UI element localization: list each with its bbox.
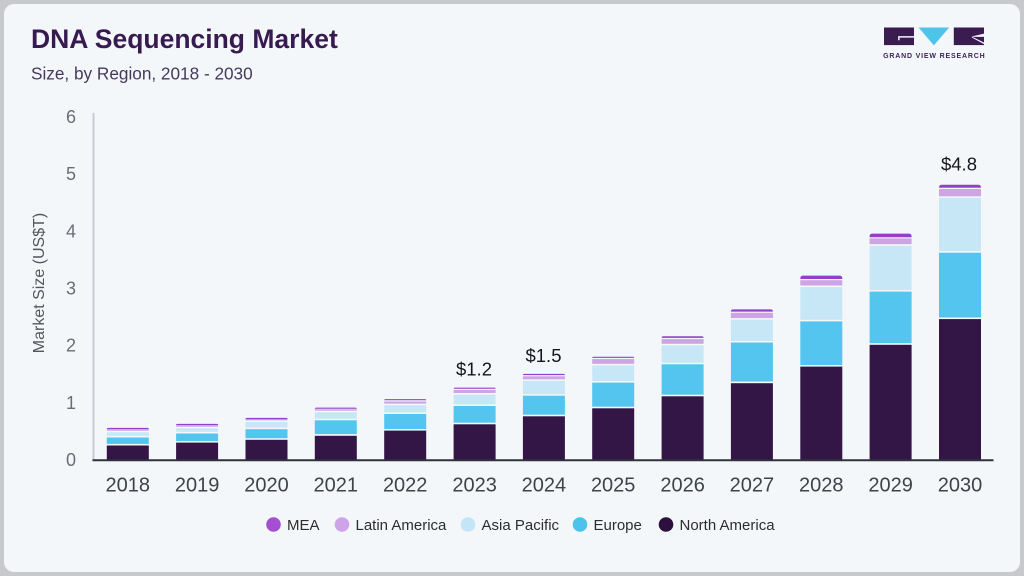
svg-text:Asia Pacific: Asia Pacific (482, 517, 560, 534)
svg-text:2030: 2030 (938, 475, 983, 497)
svg-text:$1.5: $1.5 (525, 345, 561, 366)
svg-text:2020: 2020 (244, 475, 289, 497)
svg-text:4: 4 (66, 221, 76, 241)
svg-text:MEA: MEA (287, 517, 320, 534)
svg-text:2019: 2019 (175, 475, 220, 497)
svg-text:Market Size (US$T): Market Size (US$T) (31, 213, 48, 353)
svg-text:DNA Sequencing Market: DNA Sequencing Market (31, 24, 338, 54)
svg-text:$4.8: $4.8 (941, 154, 977, 175)
svg-text:2029: 2029 (868, 475, 913, 497)
svg-text:Latin America: Latin America (356, 517, 448, 534)
svg-text:2024: 2024 (522, 475, 567, 497)
svg-text:2018: 2018 (106, 475, 151, 497)
svg-text:2028: 2028 (799, 475, 844, 497)
svg-text:2027: 2027 (730, 475, 775, 497)
svg-text:2021: 2021 (314, 475, 359, 497)
svg-text:2026: 2026 (660, 475, 705, 497)
svg-text:1: 1 (66, 393, 76, 413)
svg-text:North America: North America (680, 517, 776, 534)
svg-text:GRAND VIEW RESEARCH: GRAND VIEW RESEARCH (883, 53, 985, 60)
svg-text:0: 0 (66, 450, 76, 470)
svg-text:3: 3 (66, 279, 76, 299)
svg-text:6: 6 (66, 107, 76, 127)
svg-text:Size, by Region, 2018 - 2030: Size, by Region, 2018 - 2030 (31, 64, 253, 84)
svg-text:2023: 2023 (452, 475, 497, 497)
svg-text:Europe: Europe (594, 517, 642, 534)
svg-text:$1.2: $1.2 (456, 359, 492, 380)
svg-text:2025: 2025 (591, 475, 636, 497)
svg-text:2: 2 (66, 336, 76, 356)
svg-text:5: 5 (66, 164, 76, 184)
svg-text:2022: 2022 (383, 475, 428, 497)
